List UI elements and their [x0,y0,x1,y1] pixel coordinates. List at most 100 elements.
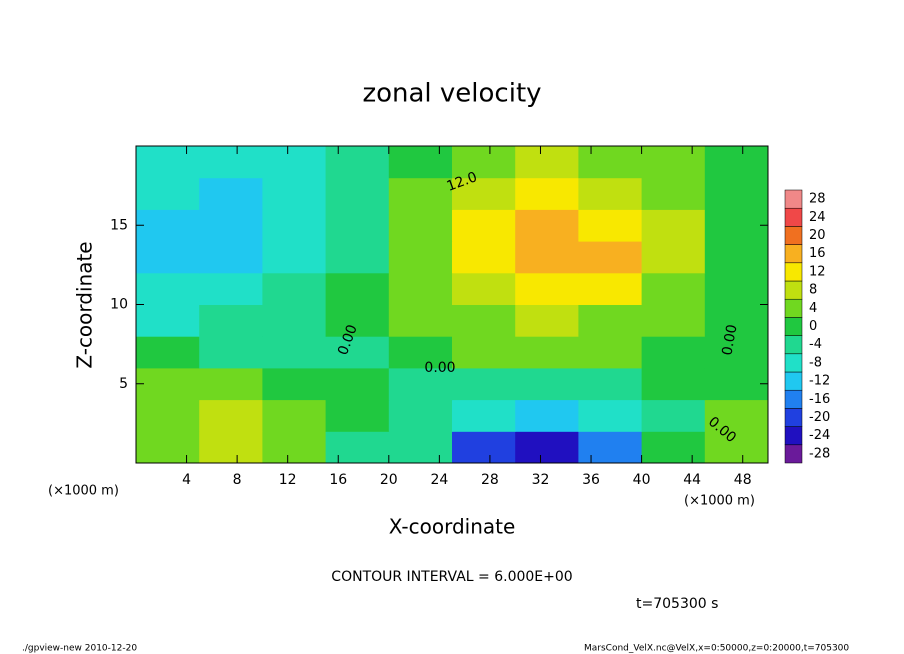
heat-cell [515,336,579,369]
heat-cell [578,241,643,274]
heat-cell [388,304,453,337]
x-tick-label: 4 [182,472,191,488]
heat-cell [199,146,263,179]
colorbar-label: -24 [809,428,830,443]
heat-cell [704,241,769,274]
y-tick-label: 5 [119,376,128,392]
heat-cell [515,209,579,242]
colorbar-label: -28 [809,446,830,461]
colorbar-label: 8 [809,283,817,298]
heat-cell [325,146,390,179]
heat-cell [641,431,706,464]
heat-cell [262,399,327,432]
heat-cell [136,304,200,337]
heat-cell [388,146,453,179]
heat-cell [325,272,390,305]
heat-cell [452,304,516,337]
heat-cell [641,146,706,179]
heat-cell [388,367,453,401]
heat-cell [578,367,643,401]
contour-label: 0.00 [719,323,740,356]
colorbar-label: 16 [809,246,826,261]
heat-cell [515,304,579,337]
heat-cell [641,177,706,210]
heat-cell [578,272,643,305]
heat-cell [388,209,453,242]
colorbar-label: 28 [809,192,826,207]
heat-cell [452,241,516,274]
heat-cell [136,177,200,210]
colorbar-label: -20 [809,410,830,425]
heat-cell [452,431,516,464]
heat-cell [515,241,579,274]
heat-cell [641,241,706,274]
heat-cell [452,399,516,432]
heat-cell [578,431,643,464]
heat-cell [136,272,200,305]
heat-cell [388,336,453,369]
heat-cell [704,431,769,464]
heat-cell [388,272,453,305]
heat-cell [704,177,769,210]
heat-cell [515,146,579,179]
heat-cell [452,367,516,401]
heat-cell [578,209,643,242]
colorbar-label: -12 [809,374,830,389]
heat-cell [388,431,453,464]
heat-cell [136,209,200,242]
heat-cell [262,304,327,337]
contour-label: 0.00 [424,360,455,376]
y-tick-label: 10 [110,297,128,313]
x-tick-label: 8 [233,472,242,488]
heat-cell [388,241,453,274]
colorbar-swatch [784,353,803,373]
x-tick-label: 24 [430,472,448,488]
heat-cell [325,209,390,242]
heat-cell [641,304,706,337]
heat-cell [704,367,769,401]
heat-cell [704,209,769,242]
heat-cell [641,399,706,432]
colorbar-label: 0 [809,319,817,334]
y-axis-label: Z-coordinate [73,241,97,368]
x-tick-label: 44 [683,472,701,488]
heat-cell [578,336,643,369]
heat-cell [325,431,390,464]
time-label: t=705300 s [636,596,718,612]
colorbar-swatch [784,408,803,427]
colorbar-swatch [784,244,803,264]
colorbar-swatch [784,226,803,245]
heat-cell [641,209,706,242]
heat-cell [325,367,390,401]
colorbar-swatch [784,317,803,336]
heat-cell [136,367,200,401]
colorbar-swatch [784,280,803,300]
colorbar-swatch [784,189,803,209]
heat-cell [325,241,390,274]
heat-cell [452,336,516,369]
heat-cell [199,367,263,401]
heat-cell [704,336,769,369]
x-tick-label: 28 [481,472,499,488]
heat-cell [515,272,579,305]
heat-cell [325,336,390,369]
x-tick-label: 32 [532,472,550,488]
heat-cell [262,367,327,401]
colorbar-label: 20 [809,228,826,243]
colorbar-label: 4 [809,301,817,316]
heat-cell [199,304,263,337]
heat-cell [578,399,643,432]
x-axis-label: X-coordinate [389,515,516,539]
heat-cell [136,399,200,432]
heat-cell [578,177,643,210]
x-unit: (×1000 m) [48,484,119,499]
heat-cell [262,146,327,179]
y-tick-label: 15 [110,217,128,233]
colorbar-swatch [784,207,803,227]
x-tick-label: 48 [734,472,752,488]
heat-cell [641,367,706,401]
heat-cell [262,209,327,242]
heat-cell [641,336,706,369]
colorbar-label: 12 [809,264,826,279]
